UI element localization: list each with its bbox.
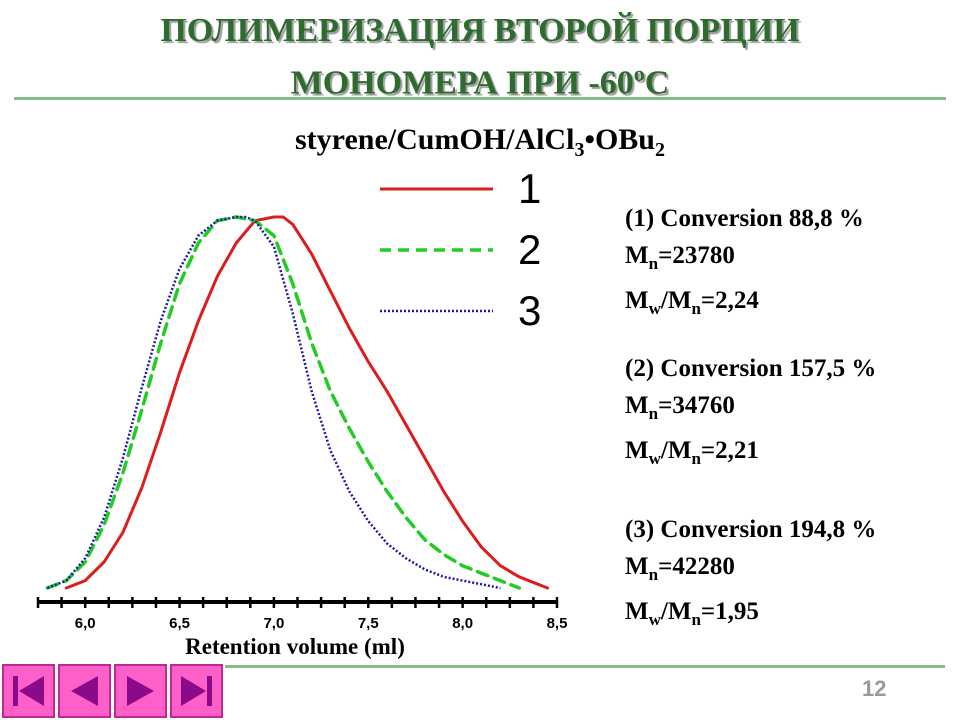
previous-slide-button[interactable] xyxy=(58,664,111,718)
x-tick-label: 8,0 xyxy=(452,615,473,632)
chart-curves xyxy=(45,215,550,590)
previous-slide-icon xyxy=(71,676,98,706)
bottom-divider xyxy=(225,665,945,668)
mn-2: Mn=34760 xyxy=(625,392,735,423)
subtitle-part-a: styrene/CumOH/AlCl xyxy=(295,123,575,156)
last-slide-button[interactable] xyxy=(170,664,223,718)
series-3-line xyxy=(46,215,501,590)
mwmn-3: Mw/Mn=1,95 xyxy=(625,598,759,629)
chart-legend: 1 2 3 xyxy=(380,165,541,334)
next-slide-button[interactable] xyxy=(114,664,167,718)
conversion-3: (3) Conversion 194,8 % xyxy=(625,516,877,543)
conversion-2: (2) Conversion 157,5 % xyxy=(625,355,877,382)
title-degree-superscript: o xyxy=(633,61,645,86)
series-2-line xyxy=(45,215,522,590)
slide-navigation xyxy=(2,664,226,718)
slide-title-line1: ПОЛИМЕРИЗАЦИЯ ВТОРОЙ ПОРЦИИ xyxy=(160,12,800,49)
x-axis: 6,0 6,5 7,0 7,5 8,0 8,5 xyxy=(36,597,568,632)
x-tick-label: 6,5 xyxy=(169,615,190,632)
x-tick-label: 8,5 xyxy=(547,615,568,632)
title-line2-main: МОНОМЕРА ПРИ -60 xyxy=(290,64,634,102)
title-line2-end: C xyxy=(644,64,670,102)
last-slide-icon xyxy=(181,676,212,706)
page-number: 12 xyxy=(862,676,887,701)
mwmn-1: Mw/Mn=2,24 xyxy=(625,287,759,318)
slide-title-line2: МОНОМЕРА ПРИ -60oC xyxy=(0,53,960,104)
first-slide-button[interactable] xyxy=(2,664,55,718)
mn-1: Mn=23780 xyxy=(625,242,735,273)
mn-3: Mn=42280 xyxy=(625,553,735,584)
x-axis-label: Retention volume (ml) xyxy=(185,634,405,659)
conversion-1: (1) Conversion 88,8 % xyxy=(625,205,864,232)
subtitle-part-b: •OBu xyxy=(584,123,655,156)
legend-label-1: 1 xyxy=(518,165,541,212)
x-tick-label: 7,0 xyxy=(263,615,284,632)
subtitle-sub-2: 2 xyxy=(654,139,665,161)
x-tick-label: 6,0 xyxy=(75,615,96,632)
info-block-3: (3) Conversion 194,8 % Mn=42280 Mw/Mn=1,… xyxy=(625,511,876,638)
info-block-2: (2) Conversion 157,5 % Mn=34760 Mw/Mn=2,… xyxy=(625,350,876,477)
next-slide-icon xyxy=(127,676,154,706)
info-block-1: (1) Conversion 88,8 % Mn=23780 Mw/Mn=2,2… xyxy=(625,200,864,327)
mwmn-2: Mw/Mn=2,21 xyxy=(625,437,759,468)
subtitle-sub-1: 3 xyxy=(574,139,585,161)
x-tick-label: 7,5 xyxy=(358,615,379,632)
series-1-line xyxy=(64,215,550,590)
legend-label-2: 2 xyxy=(518,226,541,273)
reaction-system-label: styrene/CumOH/AlCl3•OBu2 xyxy=(0,123,960,162)
first-slide-icon xyxy=(13,676,44,706)
top-divider xyxy=(14,97,946,100)
legend-label-3: 3 xyxy=(518,287,541,334)
